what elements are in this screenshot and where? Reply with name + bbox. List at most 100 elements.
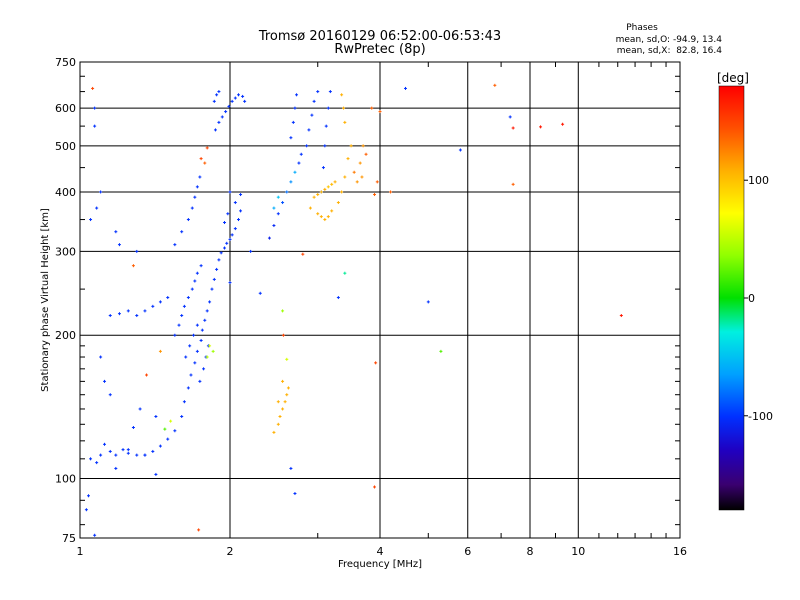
data-point <box>326 215 330 219</box>
data-point <box>205 355 209 359</box>
data-point <box>145 373 149 377</box>
data-point <box>163 427 167 431</box>
data-point <box>312 99 316 103</box>
data-point <box>173 243 177 247</box>
x-tick-label: 6 <box>464 545 471 558</box>
data-point <box>177 323 181 327</box>
data-point <box>217 90 221 94</box>
chart-title: Tromsø 20160129 06:52:00-06:53:43 <box>258 29 501 44</box>
data-point <box>212 277 216 281</box>
data-point <box>539 125 543 129</box>
data-point <box>166 437 170 441</box>
y-tick-label: 400 <box>55 186 76 199</box>
data-point <box>297 161 301 165</box>
data-point <box>197 528 201 532</box>
data-point <box>91 86 95 90</box>
y-axis-label: Stationary phase Virtual Height [km] <box>40 208 51 392</box>
colorbar-tick-label: 0 <box>748 292 755 305</box>
data-point <box>95 206 99 210</box>
x-tick-label: 4 <box>377 545 384 558</box>
data-point <box>243 99 247 103</box>
data-point <box>403 86 407 90</box>
data-point <box>281 333 285 337</box>
data-point <box>323 218 327 222</box>
data-point <box>289 180 293 184</box>
data-point <box>561 122 565 126</box>
data-point <box>310 113 314 117</box>
data-point <box>173 333 177 337</box>
data-point <box>230 233 234 237</box>
data-point <box>330 182 334 186</box>
data-point <box>374 361 378 365</box>
colorbar <box>718 85 745 511</box>
y-tick-label: 300 <box>55 245 76 258</box>
data-point <box>158 444 162 448</box>
data-point <box>182 400 186 404</box>
data-point <box>195 323 199 327</box>
data-point <box>211 349 215 353</box>
data-point <box>219 251 223 255</box>
y-axis-ticks: 75 100 200 300 400 500 600 750 <box>55 56 680 545</box>
data-point <box>192 333 196 337</box>
data-point <box>293 170 297 174</box>
data-point <box>316 212 320 216</box>
data-point <box>285 393 289 397</box>
data-point <box>276 422 280 426</box>
data-point <box>342 106 346 110</box>
data-point <box>203 161 207 165</box>
data-point <box>333 180 337 184</box>
data-point <box>276 195 280 199</box>
data-point <box>340 190 344 194</box>
data-point <box>358 161 362 165</box>
data-point <box>361 144 365 148</box>
data-point <box>328 90 332 94</box>
data-point <box>228 281 232 285</box>
data-point <box>93 124 97 128</box>
data-point <box>154 472 158 476</box>
data-point <box>352 170 356 174</box>
data-point <box>208 344 212 348</box>
data-point <box>135 453 139 457</box>
data-point <box>166 296 170 300</box>
data-point <box>276 212 280 216</box>
stats-line-o: mean, sd,O: -94.9, 13.4 <box>616 35 723 45</box>
data-point <box>108 314 112 318</box>
data-point <box>223 246 227 250</box>
x-tick-label: 8 <box>527 545 534 558</box>
stats-line-x: mean, sd,X: 82.8, 16.4 <box>617 46 723 56</box>
data-point <box>95 461 99 465</box>
data-point <box>143 309 147 313</box>
data-point <box>114 453 118 457</box>
data-point <box>375 180 379 184</box>
data-point <box>154 414 158 418</box>
colorbar-tick-label: 100 <box>748 174 769 187</box>
data-point <box>278 414 282 418</box>
data-point <box>208 300 212 304</box>
data-point <box>186 296 190 300</box>
data-point <box>316 193 320 197</box>
data-point <box>511 126 515 130</box>
data-point <box>236 218 240 222</box>
data-point <box>114 466 118 470</box>
chart-subtitle: RwPretec (8p) <box>334 42 425 57</box>
data-point <box>143 453 147 457</box>
data-point <box>190 206 194 210</box>
data-point <box>319 215 323 219</box>
data-point <box>295 93 299 97</box>
data-point <box>228 190 232 194</box>
data-point <box>99 190 103 194</box>
data-point <box>267 236 271 240</box>
data-point <box>346 157 350 161</box>
x-axis-label: Frequency [MHz] <box>338 559 422 570</box>
data-point <box>93 533 97 537</box>
data-point <box>286 386 290 390</box>
data-point <box>213 128 217 132</box>
x-tick-label: 16 <box>673 545 687 558</box>
data-point <box>230 99 234 103</box>
colorbar-tick-label: -100 <box>748 410 773 423</box>
data-point <box>316 90 320 94</box>
data-point <box>321 166 325 170</box>
y-tick-label: 100 <box>55 473 76 486</box>
data-point <box>458 148 462 152</box>
